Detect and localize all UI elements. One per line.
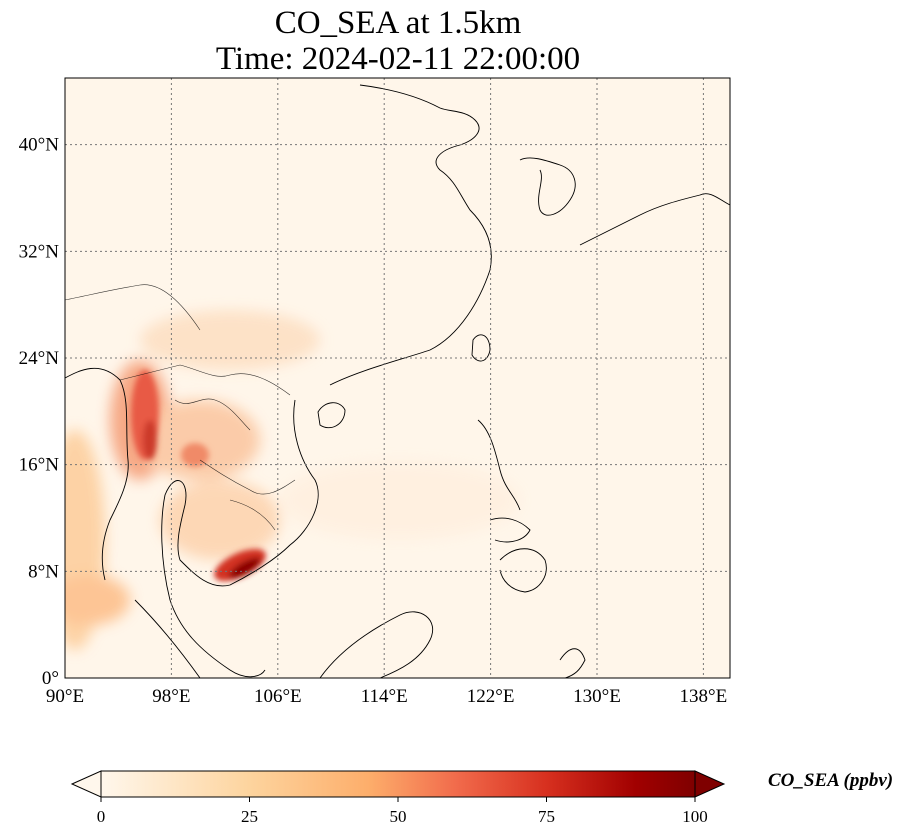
colorbar-bar	[100, 770, 696, 798]
colorbar-tick-label: 50	[390, 807, 407, 826]
colorbar-extend-high	[694, 770, 726, 798]
borneo	[319, 611, 434, 678]
lon-tick-label: 114°E	[361, 686, 408, 707]
japan-coast	[579, 193, 730, 246]
axis-ticks: 90°E 98°E 106°E 114°E 122°E 130°E 138°E 0° 8°N 16…	[19, 135, 728, 707]
philippines-mindanao	[499, 548, 547, 593]
colorbar-extend-low	[70, 770, 102, 798]
plume-bay	[65, 575, 130, 625]
lon-tick-label: 138°E	[680, 686, 728, 707]
colorbar-label: CO_SEA (ppbv)	[768, 770, 894, 791]
concentration-field	[65, 84, 730, 678]
lon-tick-label: 122°E	[467, 686, 515, 707]
lon-tick-label: 130°E	[573, 686, 621, 707]
sulawesi	[559, 648, 586, 678]
map-title-line-2: Time: 2024-02-11 22:00:00	[215, 41, 581, 77]
lat-tick-label: 16°N	[19, 455, 60, 476]
philippines-visayas	[489, 517, 531, 543]
plume-south	[160, 480, 280, 560]
hainan	[317, 402, 346, 429]
sumatra	[134, 599, 201, 678]
colorbar-tick-label: 75	[538, 807, 555, 826]
indochina-coast	[161, 399, 319, 678]
plume-scs	[280, 460, 520, 540]
china-coast	[329, 84, 492, 386]
hotspot-cambodia-core	[229, 557, 261, 579]
hotspot-myanmar-core	[143, 420, 157, 460]
country-borders	[65, 284, 296, 531]
colorbar-tick-label: 0	[97, 807, 106, 826]
lat-tick-label: 24°N	[19, 348, 60, 369]
gridlines	[65, 78, 730, 678]
taiwan	[471, 334, 491, 362]
lat-tick-label: 8°N	[28, 561, 59, 582]
philippines-luzon	[477, 419, 521, 511]
map-background	[65, 78, 730, 678]
plume-laos	[140, 400, 260, 480]
plume-north	[140, 310, 320, 370]
myanmar-coast	[65, 367, 129, 581]
map-frame	[64, 77, 731, 679]
colorbar-tick-label: 100	[682, 807, 708, 826]
map-title-line-1: CO_SEA at 1.5km	[274, 5, 522, 41]
colorbar: 0 25 50 75 100	[70, 770, 726, 826]
lat-tick-label: 0°	[42, 668, 59, 689]
lon-tick-label: 106°E	[254, 686, 302, 707]
colorbar-tick-label: 25	[241, 807, 258, 826]
lon-tick-label: 98°E	[152, 686, 190, 707]
lat-tick-label: 32°N	[19, 241, 60, 262]
lat-tick-label: 40°N	[19, 135, 60, 156]
coastlines	[65, 84, 730, 678]
korea-coast	[519, 157, 576, 216]
lon-tick-label: 90°E	[46, 686, 84, 707]
